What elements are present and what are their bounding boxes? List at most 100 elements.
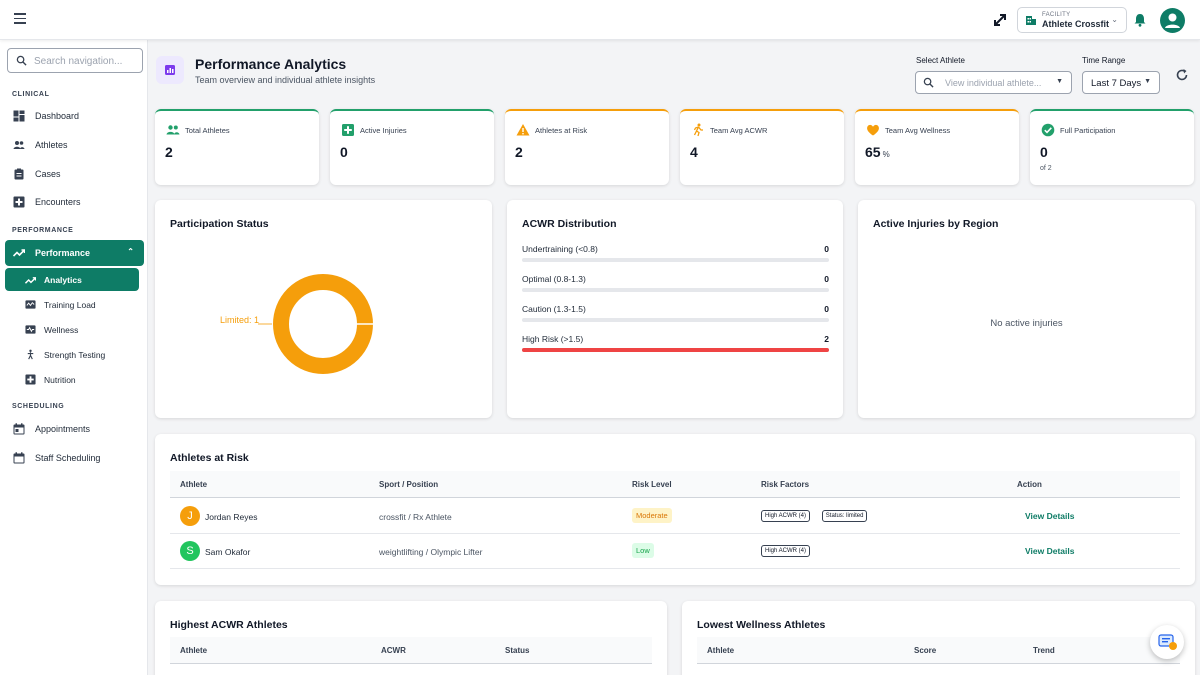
- sidebar-item-label: Training Load: [44, 300, 96, 310]
- chevron-down-icon: ⌄: [1111, 15, 1118, 24]
- sidebar-item-label: Appointments: [35, 424, 91, 434]
- sidebar-item-wellness[interactable]: Wellness: [5, 317, 144, 343]
- participation-status-panel: Participation Status Limited: 1: [155, 200, 492, 418]
- medical-plus-icon: [342, 124, 354, 136]
- panel-title: Lowest Wellness Athletes: [697, 619, 826, 631]
- search-icon: [16, 55, 27, 66]
- sidebar-item-analytics[interactable]: Analytics: [5, 268, 139, 291]
- training-load-icon: [25, 300, 36, 309]
- acwr-row: Undertraining (<0.8) 0: [522, 244, 829, 264]
- acwr-row: High Risk (>1.5) 2: [522, 334, 829, 354]
- stat-value: 2: [515, 144, 523, 160]
- sidebar-item-label: Strength Testing: [44, 350, 106, 360]
- acwr-row-count: 0: [824, 274, 829, 284]
- risk-factor-chip: High ACWR (4): [761, 510, 811, 522]
- page-subtitle: Team overview and individual athlete ins…: [195, 75, 376, 85]
- acwr-bar-track: [522, 258, 829, 262]
- column-risk-level: Risk Level: [632, 480, 672, 489]
- refresh-icon[interactable]: [1175, 68, 1189, 82]
- panel-title: Athletes at Risk: [170, 452, 249, 464]
- stat-card-athletes-at-risk: Athletes at Risk 2: [505, 109, 669, 185]
- table-row: S Sam Okafor weightlifting / Olympic Lifte…: [170, 534, 1180, 569]
- sidebar-item-label: Encounters: [35, 197, 81, 207]
- acwr-row-label: Undertraining (<0.8): [522, 244, 598, 254]
- acwr-row-label: Optimal (0.8-1.3): [522, 274, 586, 284]
- athlete-name: Sam Okafor: [205, 547, 251, 557]
- acwr-distribution-panel: ACWR Distribution Undertraining (<0.8) 0 O…: [507, 200, 843, 418]
- sidebar-item-cases[interactable]: Cases: [5, 161, 144, 187]
- highest-acwr-panel: Highest ACWR Athletes Athlete ACWR Statu…: [155, 601, 667, 675]
- facility-selector[interactable]: FACILITY Athlete Crossfit ⌄: [1017, 7, 1127, 33]
- athlete-name: Jordan Reyes: [205, 512, 258, 522]
- sidebar-item-nutrition[interactable]: Nutrition: [5, 367, 144, 393]
- people-icon: [166, 125, 180, 135]
- stat-card-total-athletes: Total Athletes 2: [155, 109, 319, 185]
- acwr-row: Caution (1.3-1.5) 0: [522, 304, 829, 324]
- sidebar: Search navigation... CLINICAL Dashboard …: [0, 40, 148, 675]
- sidebar-item-label: Analytics: [44, 275, 82, 285]
- column-athlete: Athlete: [180, 646, 208, 655]
- stat-value: 4: [690, 144, 698, 160]
- calendar-icon: [13, 452, 25, 464]
- dropdown-arrow-icon: ▼: [1144, 78, 1151, 85]
- sidebar-item-staff-scheduling[interactable]: Staff Scheduling: [5, 445, 144, 471]
- acwr-row-count: 2: [824, 334, 829, 344]
- column-trend: Trend: [1033, 646, 1055, 655]
- sidebar-item-training-load[interactable]: Training Load: [5, 292, 144, 318]
- heart-icon: [867, 124, 879, 136]
- support-chat-button[interactable]: [1150, 625, 1184, 659]
- sidebar-item-appointments[interactable]: Appointments: [5, 416, 144, 442]
- stat-label: Team Avg ACWR: [710, 126, 768, 135]
- stat-card-team-avg-wellness: Team Avg Wellness 65%: [855, 109, 1019, 185]
- trending-up-icon: [13, 249, 25, 257]
- stat-label: Active Injuries: [360, 126, 407, 135]
- people-icon: [13, 141, 25, 149]
- athlete-select[interactable]: View individual athlete... ▼: [915, 71, 1072, 94]
- donut-slice-limited[interactable]: [273, 274, 373, 374]
- sidebar-item-label: Athletes: [35, 140, 68, 150]
- stat-sub: of 2: [1040, 165, 1052, 172]
- sidebar-item-athletes[interactable]: Athletes: [5, 132, 144, 158]
- stat-value-number: 65: [865, 144, 881, 160]
- sidebar-item-strength-testing[interactable]: Strength Testing: [5, 342, 144, 368]
- user-avatar[interactable]: [1160, 8, 1185, 33]
- column-sport: Sport / Position: [379, 480, 439, 489]
- view-details-link[interactable]: View Details: [1025, 511, 1075, 521]
- trending-up-icon: [25, 277, 36, 284]
- menu-icon[interactable]: [10, 10, 30, 30]
- dropdown-arrow-icon: ▼: [1056, 78, 1063, 85]
- empty-state-message: No active injuries: [990, 318, 1063, 329]
- avatar: S: [180, 541, 200, 561]
- acwr-row-count: 0: [824, 244, 829, 254]
- column-acwr: ACWR: [381, 646, 406, 655]
- stat-label: Total Athletes: [185, 126, 230, 135]
- slice-label-limited: Limited: 1: [220, 315, 259, 325]
- fullscreen-icon[interactable]: [990, 10, 1010, 30]
- bell-icon[interactable]: [1133, 13, 1147, 27]
- stat-value: 2: [165, 144, 173, 160]
- sidebar-item-label: Cases: [35, 169, 61, 179]
- athletes-at-risk-panel: Athletes at Risk Athlete Sport / Positio…: [155, 434, 1195, 585]
- sidebar-item-performance[interactable]: Performance ⌃: [5, 240, 144, 266]
- nutrition-icon: [25, 374, 36, 385]
- stat-card-active-injuries: Active Injuries 0: [330, 109, 494, 185]
- view-details-link[interactable]: View Details: [1025, 546, 1075, 556]
- acwr-bar-track: [522, 288, 829, 292]
- acwr-row: Optimal (0.8-1.3) 0: [522, 274, 829, 294]
- sidebar-item-encounters[interactable]: Encounters: [5, 189, 144, 215]
- risk-level-badge: Moderate: [632, 508, 672, 523]
- dashboard-icon: [13, 110, 25, 122]
- stat-value: 0: [1040, 144, 1048, 160]
- sidebar-item-dashboard[interactable]: Dashboard: [5, 103, 144, 129]
- analytics-icon: [156, 56, 184, 84]
- warning-icon: [516, 124, 530, 136]
- sidebar-item-label: Nutrition: [44, 375, 76, 385]
- section-clinical: CLINICAL: [12, 91, 50, 98]
- table-header: Athlete Score Trend: [697, 637, 1180, 664]
- risk-factor-chip: High ACWR (4): [761, 545, 811, 557]
- time-range-select[interactable]: Last 7 Days ▼: [1082, 71, 1160, 94]
- wellness-icon: [25, 325, 36, 334]
- search-navigation-input[interactable]: Search navigation...: [7, 48, 143, 73]
- user-icon: [1165, 13, 1180, 28]
- stat-label: Athletes at Risk: [535, 126, 588, 135]
